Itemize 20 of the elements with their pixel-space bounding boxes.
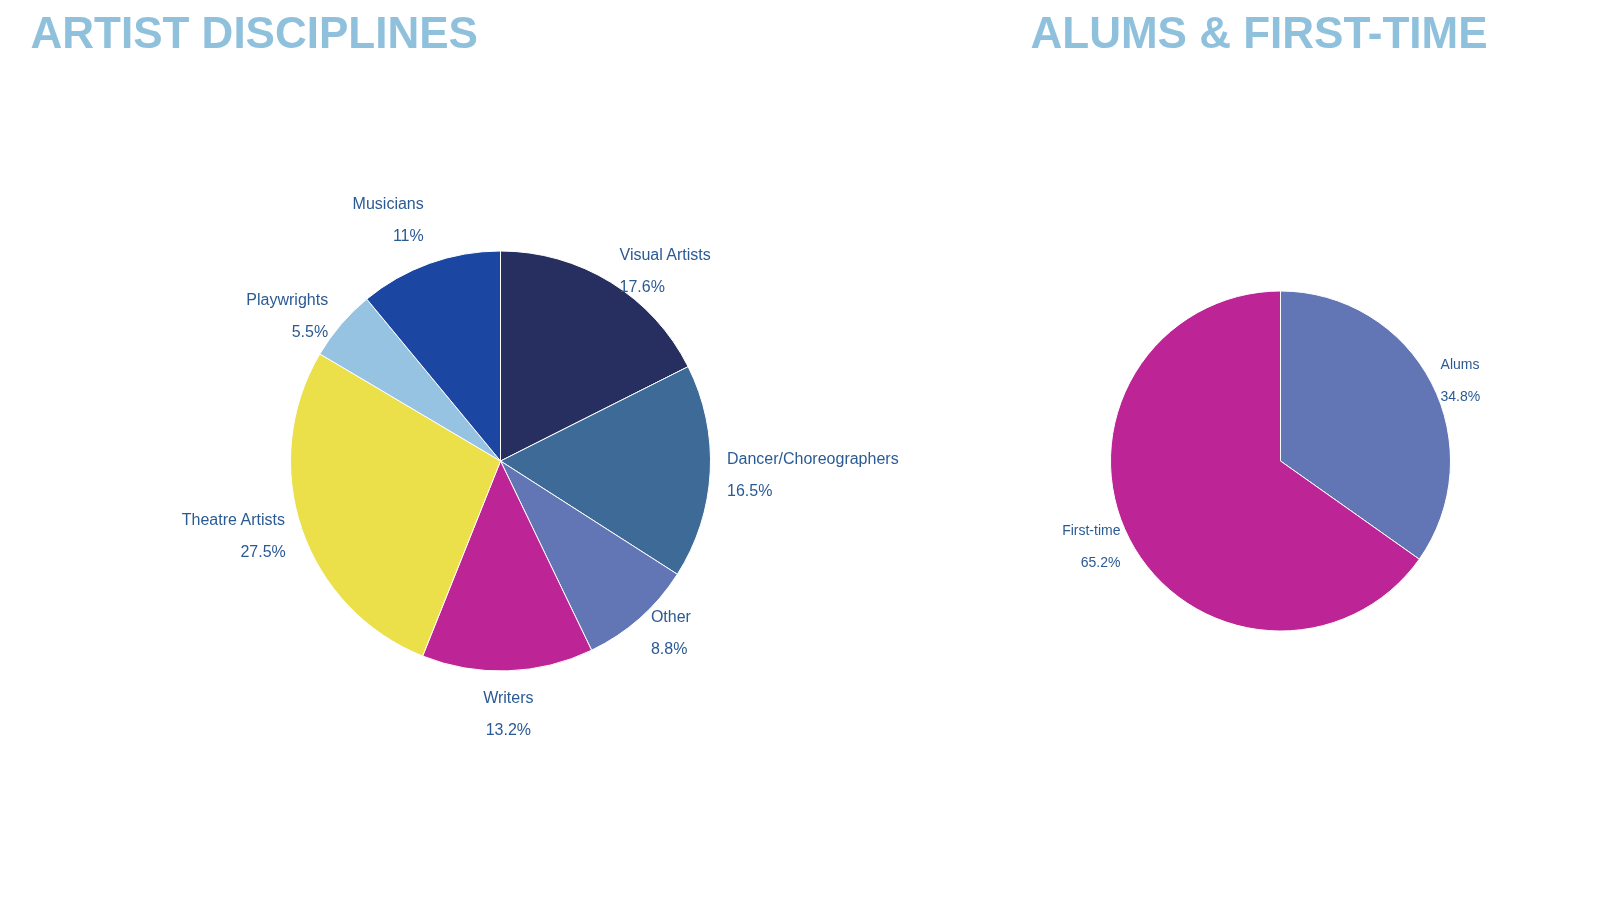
- data-label: 65.2%: [1080, 553, 1121, 570]
- data-label: 34.8%: [1440, 388, 1481, 405]
- data-label: 27.5%: [240, 543, 286, 561]
- data-label: 11%: [392, 227, 424, 245]
- slice-label: Musicians: [352, 195, 424, 213]
- slice-label: Dancer/Choreographers: [727, 450, 899, 468]
- data-label: 13.2%: [485, 720, 532, 738]
- data-label: 17.6%: [619, 277, 665, 295]
- slice-label: Playwrights: [246, 291, 329, 309]
- slice-label: Other: [650, 608, 692, 626]
- slice-label: Writers: [483, 688, 534, 706]
- slice-label: Alums: [1440, 356, 1480, 373]
- chart-title: ARTIST DISCIPLINES: [30, 7, 478, 57]
- data-label: 8.8%: [650, 640, 688, 658]
- slice-label: Visual Artists: [619, 245, 711, 263]
- slice-label: First-time: [1062, 521, 1121, 538]
- slice-label: Theatre Artists: [181, 511, 285, 529]
- data-label: 5.5%: [291, 323, 329, 341]
- chart-title: ALUMS & FIRST-TIME: [1030, 7, 1488, 57]
- data-label: 16.5%: [727, 482, 773, 500]
